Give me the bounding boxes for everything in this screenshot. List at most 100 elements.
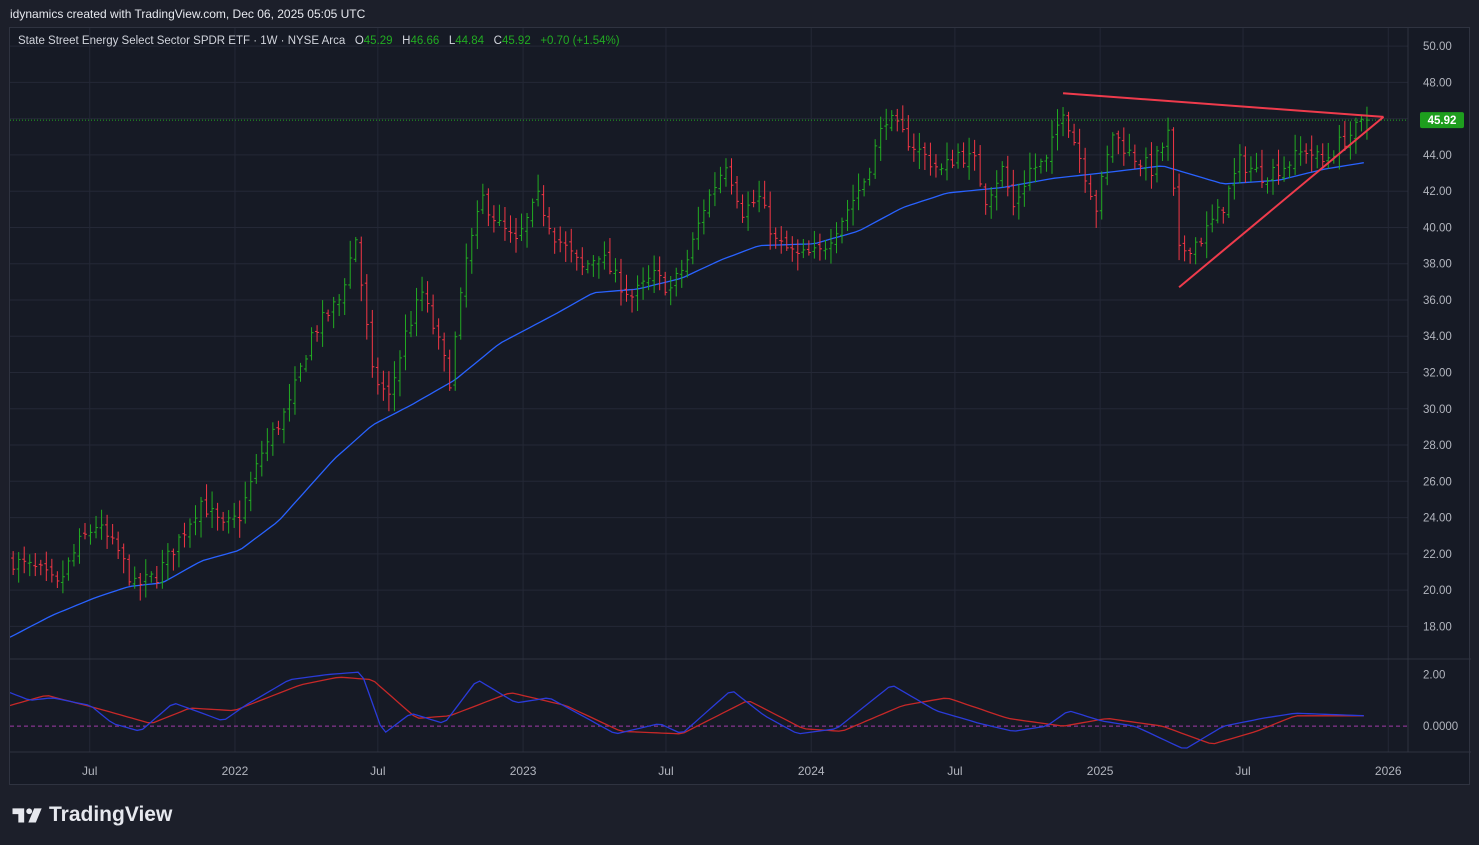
ohlc-bar — [226, 510, 231, 534]
ohlc-bar — [547, 207, 552, 235]
low-label: L — [448, 35, 456, 47]
ohlc-bar — [1033, 153, 1038, 183]
ohlc-bar — [740, 194, 745, 223]
tradingview-brand[interactable]: TradingView — [12, 803, 172, 827]
ohlc-bar — [630, 289, 635, 313]
time-tick-label: 2024 — [798, 764, 825, 778]
ohlc-bar — [1342, 121, 1347, 151]
ohlc-bar — [1188, 247, 1193, 264]
ohlc-bar — [784, 230, 789, 252]
ohlc-bar — [690, 232, 695, 265]
ohlc-bar — [1000, 161, 1005, 188]
ohlc-bar — [795, 239, 800, 271]
ohlc-bar — [138, 572, 143, 601]
ohlc-bar — [1055, 109, 1060, 151]
ohlc-bar — [276, 420, 281, 435]
ohlc-bar — [116, 531, 121, 560]
ohlc-bar — [392, 361, 397, 412]
ohlc-bar — [635, 275, 640, 312]
time-tick-label: Jul — [82, 764, 97, 778]
ohlc-bar — [464, 243, 469, 308]
ohlc-bar — [917, 132, 922, 170]
ohlc-bar — [121, 543, 126, 574]
ohlc-bar — [375, 357, 380, 395]
ohlc-bar — [823, 239, 828, 260]
indicator-tick-label: 2.00 — [1423, 670, 1445, 682]
price-tick-label: 22.00 — [1423, 549, 1452, 561]
ohlc-bar — [497, 204, 502, 227]
ohlc-bar — [674, 267, 679, 297]
ohlc-bar — [187, 518, 192, 548]
chart-canvas[interactable]: 50.0048.0046.0044.0042.0040.0038.0036.00… — [10, 28, 1471, 786]
ohlc-bar — [1348, 121, 1353, 160]
ohlc-bar — [1359, 114, 1364, 132]
price-tick-label: 40.00 — [1423, 222, 1452, 234]
ohlc-bar — [862, 178, 867, 197]
ohlc-bar — [1353, 117, 1358, 154]
ohlc-bar — [685, 249, 690, 278]
time-tick-label: Jul — [658, 764, 673, 778]
ohlc-bar — [801, 238, 806, 259]
time-tick-label: Jul — [1235, 764, 1250, 778]
ohlc-bar — [569, 228, 574, 263]
ohlc-bar — [480, 183, 485, 215]
ohlc-bar — [326, 309, 331, 322]
ohlc-bar — [525, 212, 530, 248]
ohlc-bar — [1248, 156, 1253, 182]
ohlc-bar — [1337, 124, 1342, 170]
ohlc-bar — [469, 227, 474, 274]
symbol-title[interactable]: State Street Energy Select Sector SPDR E… — [18, 35, 346, 47]
ohlc-bar — [16, 552, 21, 583]
ohlc-bar — [1005, 155, 1010, 197]
ohlc-bar — [707, 189, 712, 218]
ohlc-bar — [1282, 156, 1287, 182]
price-tick-label: 26.00 — [1423, 476, 1452, 488]
ohlc-bar — [1304, 143, 1309, 164]
ohlc-bar — [773, 227, 778, 249]
ohlc-bar — [812, 230, 817, 259]
ohlc-bar — [425, 281, 430, 313]
ohlc-bar — [66, 557, 71, 581]
ohlc-bar — [1199, 237, 1204, 247]
indicator-tick-label: 0.0000 — [1423, 721, 1458, 733]
ohlc-bar — [911, 133, 916, 162]
ohlc-bar — [270, 422, 275, 456]
ohlc-bar — [171, 548, 176, 571]
ohlc-bar — [1309, 135, 1314, 172]
ohlc-bar — [359, 236, 364, 302]
ohlc-bar — [972, 139, 977, 171]
ohlc-bar — [1271, 158, 1276, 195]
ohlc-bar — [933, 154, 938, 178]
close-label: C — [493, 35, 502, 47]
price-tick-label: 48.00 — [1423, 77, 1452, 89]
ohlc-bar — [94, 515, 99, 539]
open-value: 45.29 — [363, 35, 393, 47]
ohlc-bar — [884, 108, 889, 140]
ohlc-bar — [746, 191, 751, 231]
ohlc-bar — [436, 318, 441, 350]
ohlc-bar — [320, 300, 325, 347]
ohlc-bar — [99, 509, 104, 540]
time-tick-label: 2023 — [510, 764, 537, 778]
ohlc-bar — [1044, 154, 1049, 172]
ohlc-bar — [956, 143, 961, 169]
chart-panel[interactable]: 50.0048.0046.0044.0042.0040.0038.0036.00… — [9, 27, 1471, 786]
ohlc-bar — [22, 546, 27, 574]
ohlc-bar — [867, 167, 872, 186]
ohlc-bar — [11, 551, 16, 576]
ohlc-bar — [1083, 147, 1088, 193]
ohlc-bar — [768, 191, 773, 250]
ohlc-bar — [596, 256, 601, 279]
change-value: +0.70 (+1.54%) — [540, 35, 620, 47]
ohlc-bar — [403, 314, 408, 371]
ohlc-bar — [1259, 149, 1264, 189]
ohlc-bar — [364, 274, 369, 340]
ohlc-bar — [237, 500, 242, 538]
ohlc-bar — [176, 534, 181, 568]
last-price-tag-label: 45.92 — [1428, 115, 1457, 127]
ohlc-bar — [1293, 134, 1298, 175]
ohlc-bar — [519, 213, 524, 242]
ohlc-bar — [1072, 123, 1077, 146]
ohlc-bar — [254, 454, 259, 484]
ohlc-bar — [502, 207, 507, 241]
